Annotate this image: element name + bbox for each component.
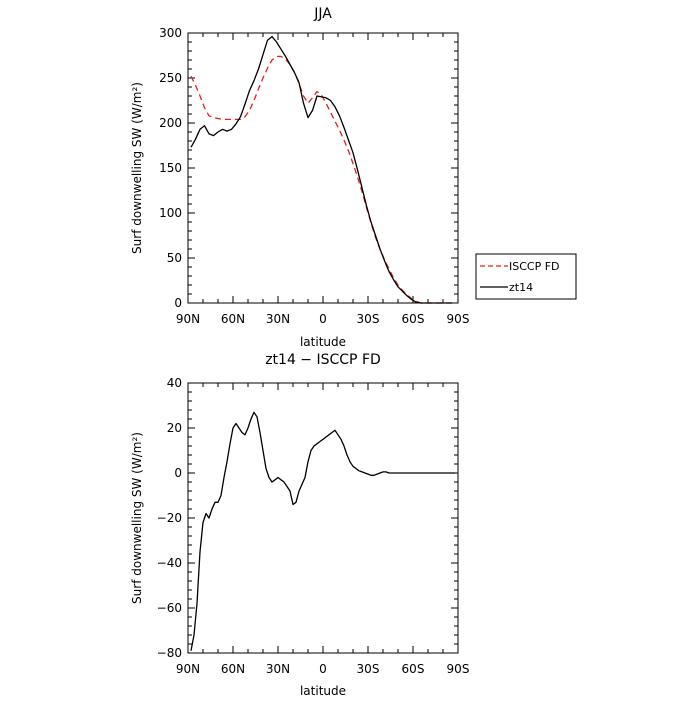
- bottom-y-tick-label: −40: [157, 556, 182, 570]
- top-x-tick-label: 90N: [176, 312, 200, 326]
- bottom-x-tick-label: 30N: [266, 662, 290, 676]
- bottom-x-tick-label: 0: [319, 662, 327, 676]
- bottom-series-lines: [190, 411, 455, 651]
- top-y-axis-label: Surf downwelling SW (W/m²): [130, 82, 144, 254]
- bottom-chart-title: zt14 − ISCCP FD: [265, 352, 381, 368]
- top-series-line-zt14: [190, 35, 452, 304]
- top-tick-marks: [187, 32, 459, 304]
- bottom-y-tick-label: 20: [167, 421, 182, 435]
- bottom-x-tick-label: 90N: [176, 662, 200, 676]
- bottom-x-tick-label: 60S: [402, 662, 425, 676]
- top-x-tick-label: 60N: [221, 312, 245, 326]
- legend-label-zt14: zt14: [509, 281, 533, 294]
- top-y-tick-label: 0: [174, 296, 182, 310]
- legend: ISCCP FD zt14: [475, 253, 577, 300]
- bottom-tick-marks: [187, 382, 459, 654]
- top-series-line-isccp-fd: [190, 55, 452, 304]
- top-series-lines: [190, 35, 452, 304]
- legend-label-isccp-fd: ISCCP FD: [509, 260, 560, 273]
- top-y-tick-label: 100: [159, 206, 182, 220]
- bottom-plot-frame: [187, 382, 459, 654]
- bottom-x-tick-labels: 90N 60N 30N 0 30S 60S 90S: [176, 662, 470, 676]
- bottom-panel: zt14 − ISCCP FD 90N 60N 30N 0 30S 60S 90S −80−…: [130, 352, 469, 698]
- top-x-tick-label: 90S: [447, 312, 470, 326]
- top-x-tick-label: 30S: [357, 312, 380, 326]
- bottom-y-tick-label: −20: [157, 511, 182, 525]
- top-x-axis-label: latitude: [300, 335, 346, 349]
- top-y-tick-label: 50: [167, 251, 182, 265]
- top-x-tick-label: 0: [319, 312, 327, 326]
- top-y-tick-label: 200: [159, 116, 182, 130]
- bottom-series-line-difference: [190, 411, 455, 651]
- legend-box: [475, 253, 577, 300]
- bottom-y-axis-label: Surf downwelling SW (W/m²): [130, 432, 144, 604]
- top-x-tick-labels: 90N 60N 30N 0 30S 60S 90S: [176, 312, 470, 326]
- bottom-y-tick-labels: −80 −60 −40 −20 0 20 40: [157, 376, 182, 660]
- bottom-y-tick-label: −60: [157, 601, 182, 615]
- top-x-tick-label: 30N: [266, 312, 290, 326]
- top-y-tick-label: 300: [159, 26, 182, 40]
- top-y-tick-label: 250: [159, 71, 182, 85]
- bottom-x-tick-label: 90S: [447, 662, 470, 676]
- top-y-tick-label: 150: [159, 161, 182, 175]
- bottom-x-tick-label: 60N: [221, 662, 245, 676]
- top-chart-title: JJA: [313, 6, 332, 22]
- top-plot-frame: [187, 32, 459, 304]
- bottom-x-axis-label: latitude: [300, 684, 346, 698]
- top-x-tick-label: 60S: [402, 312, 425, 326]
- bottom-y-tick-label: −80: [157, 646, 182, 660]
- bottom-y-tick-label: 40: [167, 376, 182, 390]
- bottom-x-tick-label: 30S: [357, 662, 380, 676]
- top-y-tick-labels: 0 50 100 150 200 250 300: [159, 26, 182, 310]
- bottom-y-tick-label: 0: [174, 466, 182, 480]
- top-panel: JJA 90N 60N 30N 0 30S 60S 90S 0 50 100 150 200 250 3…: [130, 6, 469, 349]
